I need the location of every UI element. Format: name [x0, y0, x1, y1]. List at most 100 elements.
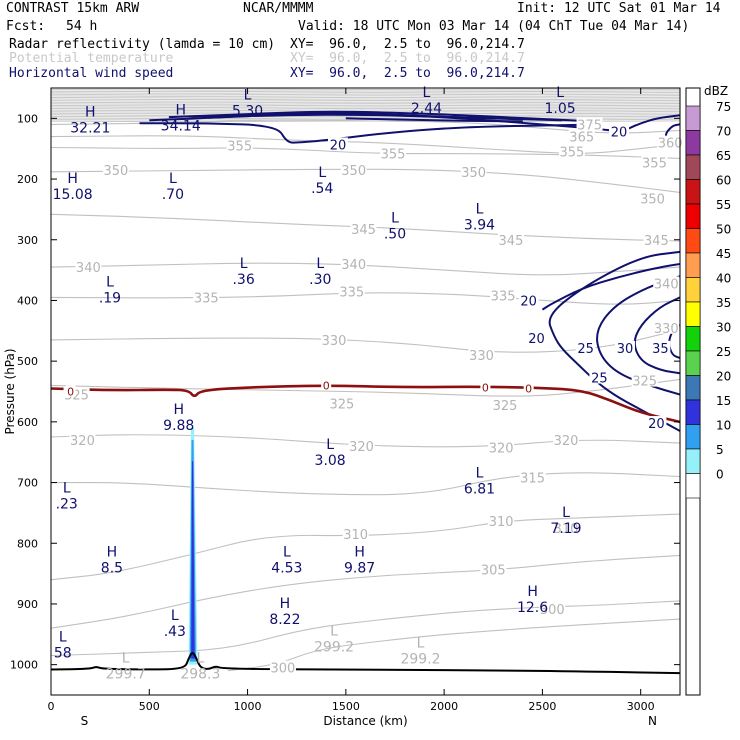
extremum-label: H8.5 — [101, 544, 123, 576]
x-tick-label: 2500 — [528, 700, 556, 713]
org-label: NCAR/MMMM — [243, 1, 314, 16]
theta-label: 355 — [226, 138, 253, 155]
theta-label-text: 345 — [499, 234, 524, 249]
colorbar-swatch — [685, 228, 701, 254]
colorbar-label: 45 — [716, 247, 731, 261]
theta-band-line — [51, 106, 680, 108]
theta-label-text: 315 — [520, 472, 545, 487]
wind-label-text: 25 — [591, 372, 608, 387]
extremum-value: 34.14 — [161, 119, 201, 135]
y-tick-label: 600 — [17, 416, 38, 429]
theta-label: 320 — [69, 433, 96, 449]
theta-band-line — [51, 88, 680, 91]
colorbar-swatch — [685, 277, 701, 303]
theta-label-text: 360 — [658, 137, 683, 152]
field-xy-wind: XY= 96.0, 2.5 to 96.0,214.7 — [290, 66, 525, 81]
theta-extremum-value: 299.2 — [400, 651, 440, 667]
extremum-label: L3.08 — [315, 437, 346, 469]
extremum-value: .70 — [162, 187, 184, 203]
theta-label: 350 — [639, 191, 666, 207]
extremum-kind: H — [527, 584, 538, 600]
theta-dense-upper-band — [51, 88, 680, 123]
y-tick-label: 500 — [17, 355, 38, 368]
extremum-value: 8.5 — [101, 560, 123, 576]
zero-line — [51, 384, 680, 424]
theta-contour — [51, 292, 680, 305]
theta-label-text: 340 — [654, 277, 679, 292]
theta-label-text: 330 — [322, 334, 347, 349]
extremum-value: .43 — [164, 624, 186, 640]
colorbar-swatch — [685, 301, 701, 327]
theta-label: 340 — [340, 257, 367, 273]
theta-label-text: 340 — [76, 261, 101, 276]
extremum-value: 9.88 — [163, 418, 194, 434]
extremum-kind: L — [476, 466, 484, 482]
theta-contour — [51, 513, 680, 581]
extremum-kind: L — [240, 256, 248, 272]
colorbar-label: 70 — [716, 125, 731, 139]
theta-label: 360 — [657, 135, 684, 152]
theta-band-line — [51, 107, 680, 110]
extremum-label: H32.21 — [70, 104, 110, 136]
extremum-label: L5.30 — [232, 87, 263, 119]
field-xy-reflectivity: XY= 96.0, 2.5 to 96.0,214.7 — [290, 37, 525, 52]
x-tick-label: 2000 — [430, 700, 458, 713]
theta-label-text: 345 — [351, 223, 376, 238]
terrain-line — [51, 652, 680, 675]
theta-label-text: 325 — [493, 399, 518, 414]
wind-label-text: 25 — [577, 342, 594, 357]
theta-label: 340 — [75, 260, 102, 276]
theta-band-line — [51, 99, 680, 102]
theta-label: 310 — [552, 521, 579, 537]
field-xy-theta: XY= 96.0, 2.5 to 96.0,214.7 — [290, 51, 525, 66]
theta-band-line — [51, 103, 680, 105]
extremum-label: L.23 — [56, 481, 78, 513]
theta-label: 355 — [558, 144, 585, 161]
theta-contour — [51, 600, 680, 657]
zero-label-text: 0 — [67, 386, 74, 399]
theta-label: 345 — [350, 221, 377, 238]
theta-label: 340 — [653, 276, 680, 292]
theta-band-line — [51, 93, 680, 96]
extremum-value: 6.81 — [464, 482, 495, 498]
theta-label-text: 340 — [341, 258, 366, 273]
extremum-value: .19 — [99, 290, 121, 306]
theta-label: 330 — [468, 348, 495, 364]
theta-extremum-kind: L — [122, 651, 130, 667]
colorbar-label: 25 — [716, 345, 731, 359]
extremum-label: H9.87 — [344, 544, 375, 576]
theta-label-text: 355 — [642, 157, 667, 172]
wind-label: 25 — [575, 340, 596, 357]
x-end-label-left: S — [81, 714, 89, 728]
theta-label-text: 330 — [469, 349, 494, 364]
extremum-kind: H — [107, 544, 118, 560]
colorbar-label: 35 — [716, 296, 731, 310]
colorbar-swatch — [685, 424, 701, 450]
extremum-kind: L — [63, 481, 71, 497]
theta-contour — [51, 213, 680, 242]
theta-label-text: 325 — [329, 398, 354, 413]
theta-band-line — [51, 96, 680, 99]
colorbar-swatch — [685, 203, 701, 229]
wind-contour — [208, 113, 523, 120]
wind-label: 20 — [526, 331, 547, 347]
extremum-label: H8.22 — [269, 596, 300, 628]
field-label-theta: Potential temperature — [9, 51, 174, 66]
theta-band-line — [51, 115, 680, 118]
wind-label-text: 20 — [330, 138, 347, 153]
extremum-label: H12.6 — [517, 584, 548, 616]
zero-label-text: 0 — [525, 382, 532, 395]
extremum-value: .30 — [309, 272, 331, 288]
extremum-label: L4.53 — [271, 544, 302, 576]
theta-label: 325 — [492, 397, 519, 414]
echo-15dbz — [191, 461, 195, 659]
extremum-kind: H — [175, 103, 186, 119]
extremum-kind: L — [391, 211, 399, 227]
extremum-label: L.54 — [311, 165, 333, 197]
colorbar-unit: dBZ — [704, 84, 728, 98]
theta-label-text: 300 — [540, 603, 565, 618]
theta-label: 330 — [653, 320, 680, 337]
theta-label-text: 300 — [271, 662, 296, 677]
